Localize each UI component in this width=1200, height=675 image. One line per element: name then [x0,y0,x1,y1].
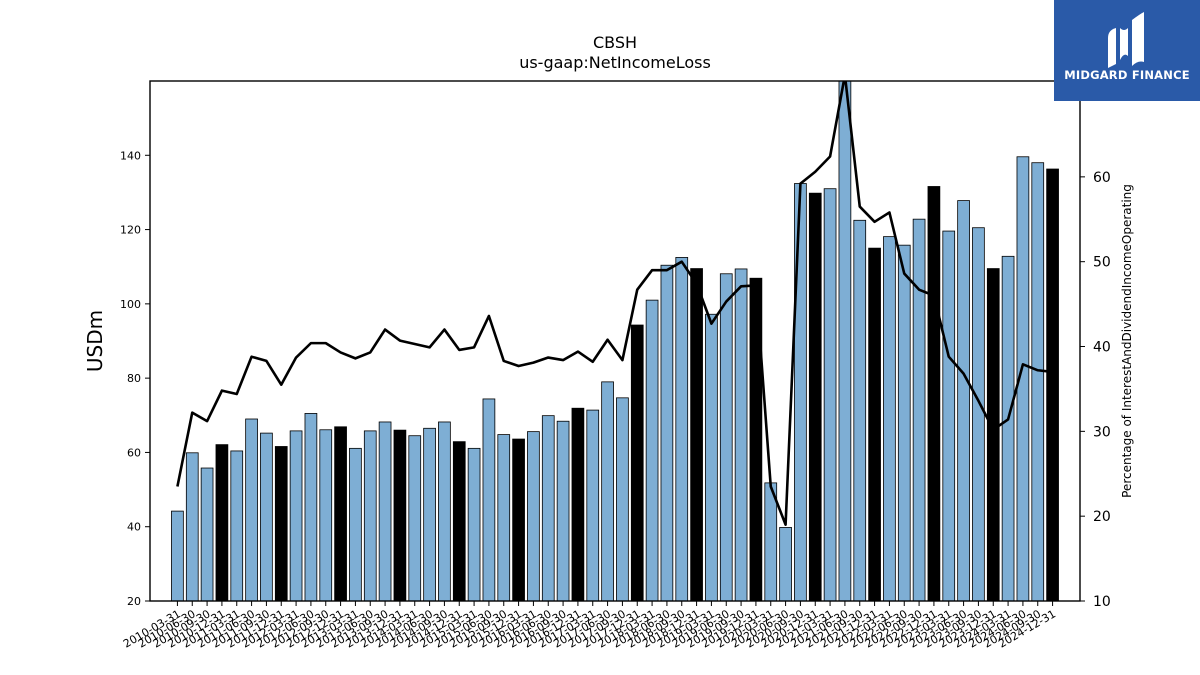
bar [838,81,852,601]
bar [349,447,362,601]
bar [423,427,436,601]
bar [912,218,926,601]
bar [319,429,333,601]
brand-logo-text: MIDGARD FINANCE [1064,68,1190,82]
y2-tick-label: 30 [1093,424,1111,440]
bar [408,435,422,601]
bar [230,450,244,601]
y-tick-label: 120 [120,224,141,237]
bar [586,409,600,601]
y-tick-label: 80 [127,372,141,385]
axes-layer: 20 40 60 80 100 120 140 10 20 30 40 50 60 [120,80,1111,610]
bar [274,446,288,601]
bar [734,268,748,601]
bar [690,268,703,601]
bar [304,413,318,601]
bar [986,268,1000,601]
bar [779,527,792,601]
bar [972,227,985,601]
y2-tick-label: 20 [1093,509,1111,525]
bar [645,299,659,601]
bar [1001,255,1015,601]
bar [497,434,511,601]
bar [171,510,184,601]
bar [1046,168,1059,601]
chart-subtitle: us-gaap:NetIncomeLoss [519,53,711,72]
bar [215,444,229,601]
bars-layer [171,81,1059,601]
y2-axis-label: Percentage of InterestAndDividendIncomeO… [1120,184,1134,498]
bar [794,183,807,601]
bar [438,421,451,601]
y-tick-label: 60 [127,446,141,459]
bar [601,381,614,601]
bar [245,418,258,601]
line-layer [176,81,1053,526]
bar [334,426,347,601]
y-axis-label: USDm [83,310,107,372]
bar [556,420,570,601]
bar [393,429,407,601]
bar [571,407,585,601]
bar [883,236,896,601]
plot-frame [149,80,1081,602]
bar [942,230,956,601]
series-line [176,81,1053,526]
bar [957,200,970,601]
bar [749,277,763,601]
bar [363,430,377,601]
bar [527,431,540,601]
bar [541,415,555,601]
y-tick-label: 100 [120,298,141,311]
bar [289,430,303,601]
bar [185,452,199,601]
bar [719,273,733,601]
bar [630,324,644,601]
bar [616,397,629,601]
y2-tick-label: 60 [1093,170,1111,186]
bar [482,398,496,601]
bar [823,188,837,601]
x-ticks-layer: 2010-03-312010-06-302010-09-302010-12-31… [121,601,1058,651]
bar [1031,162,1045,601]
bar [200,467,214,601]
bar [868,247,881,601]
bar [378,421,392,601]
bar [675,257,689,601]
bar [927,186,941,601]
bar [705,313,718,601]
y-tick-label: 40 [127,521,141,534]
bar [452,441,466,601]
bar [512,438,525,601]
bar [853,219,867,601]
y2-tick-label: 10 [1093,594,1111,610]
bar [1016,156,1030,601]
chart-title: CBSH [593,33,637,52]
bar [467,447,481,601]
bar [260,432,273,601]
brand-logo-icon [1108,12,1144,68]
y-tick-label: 20 [127,595,141,608]
bar [660,264,674,601]
y2-tick-label: 50 [1093,255,1111,271]
y-tick-label: 140 [120,149,141,162]
y2-tick-label: 40 [1093,340,1111,356]
bar [808,192,822,601]
brand-logo: MIDGARD FINANCE [1054,0,1200,101]
bar [897,244,911,601]
